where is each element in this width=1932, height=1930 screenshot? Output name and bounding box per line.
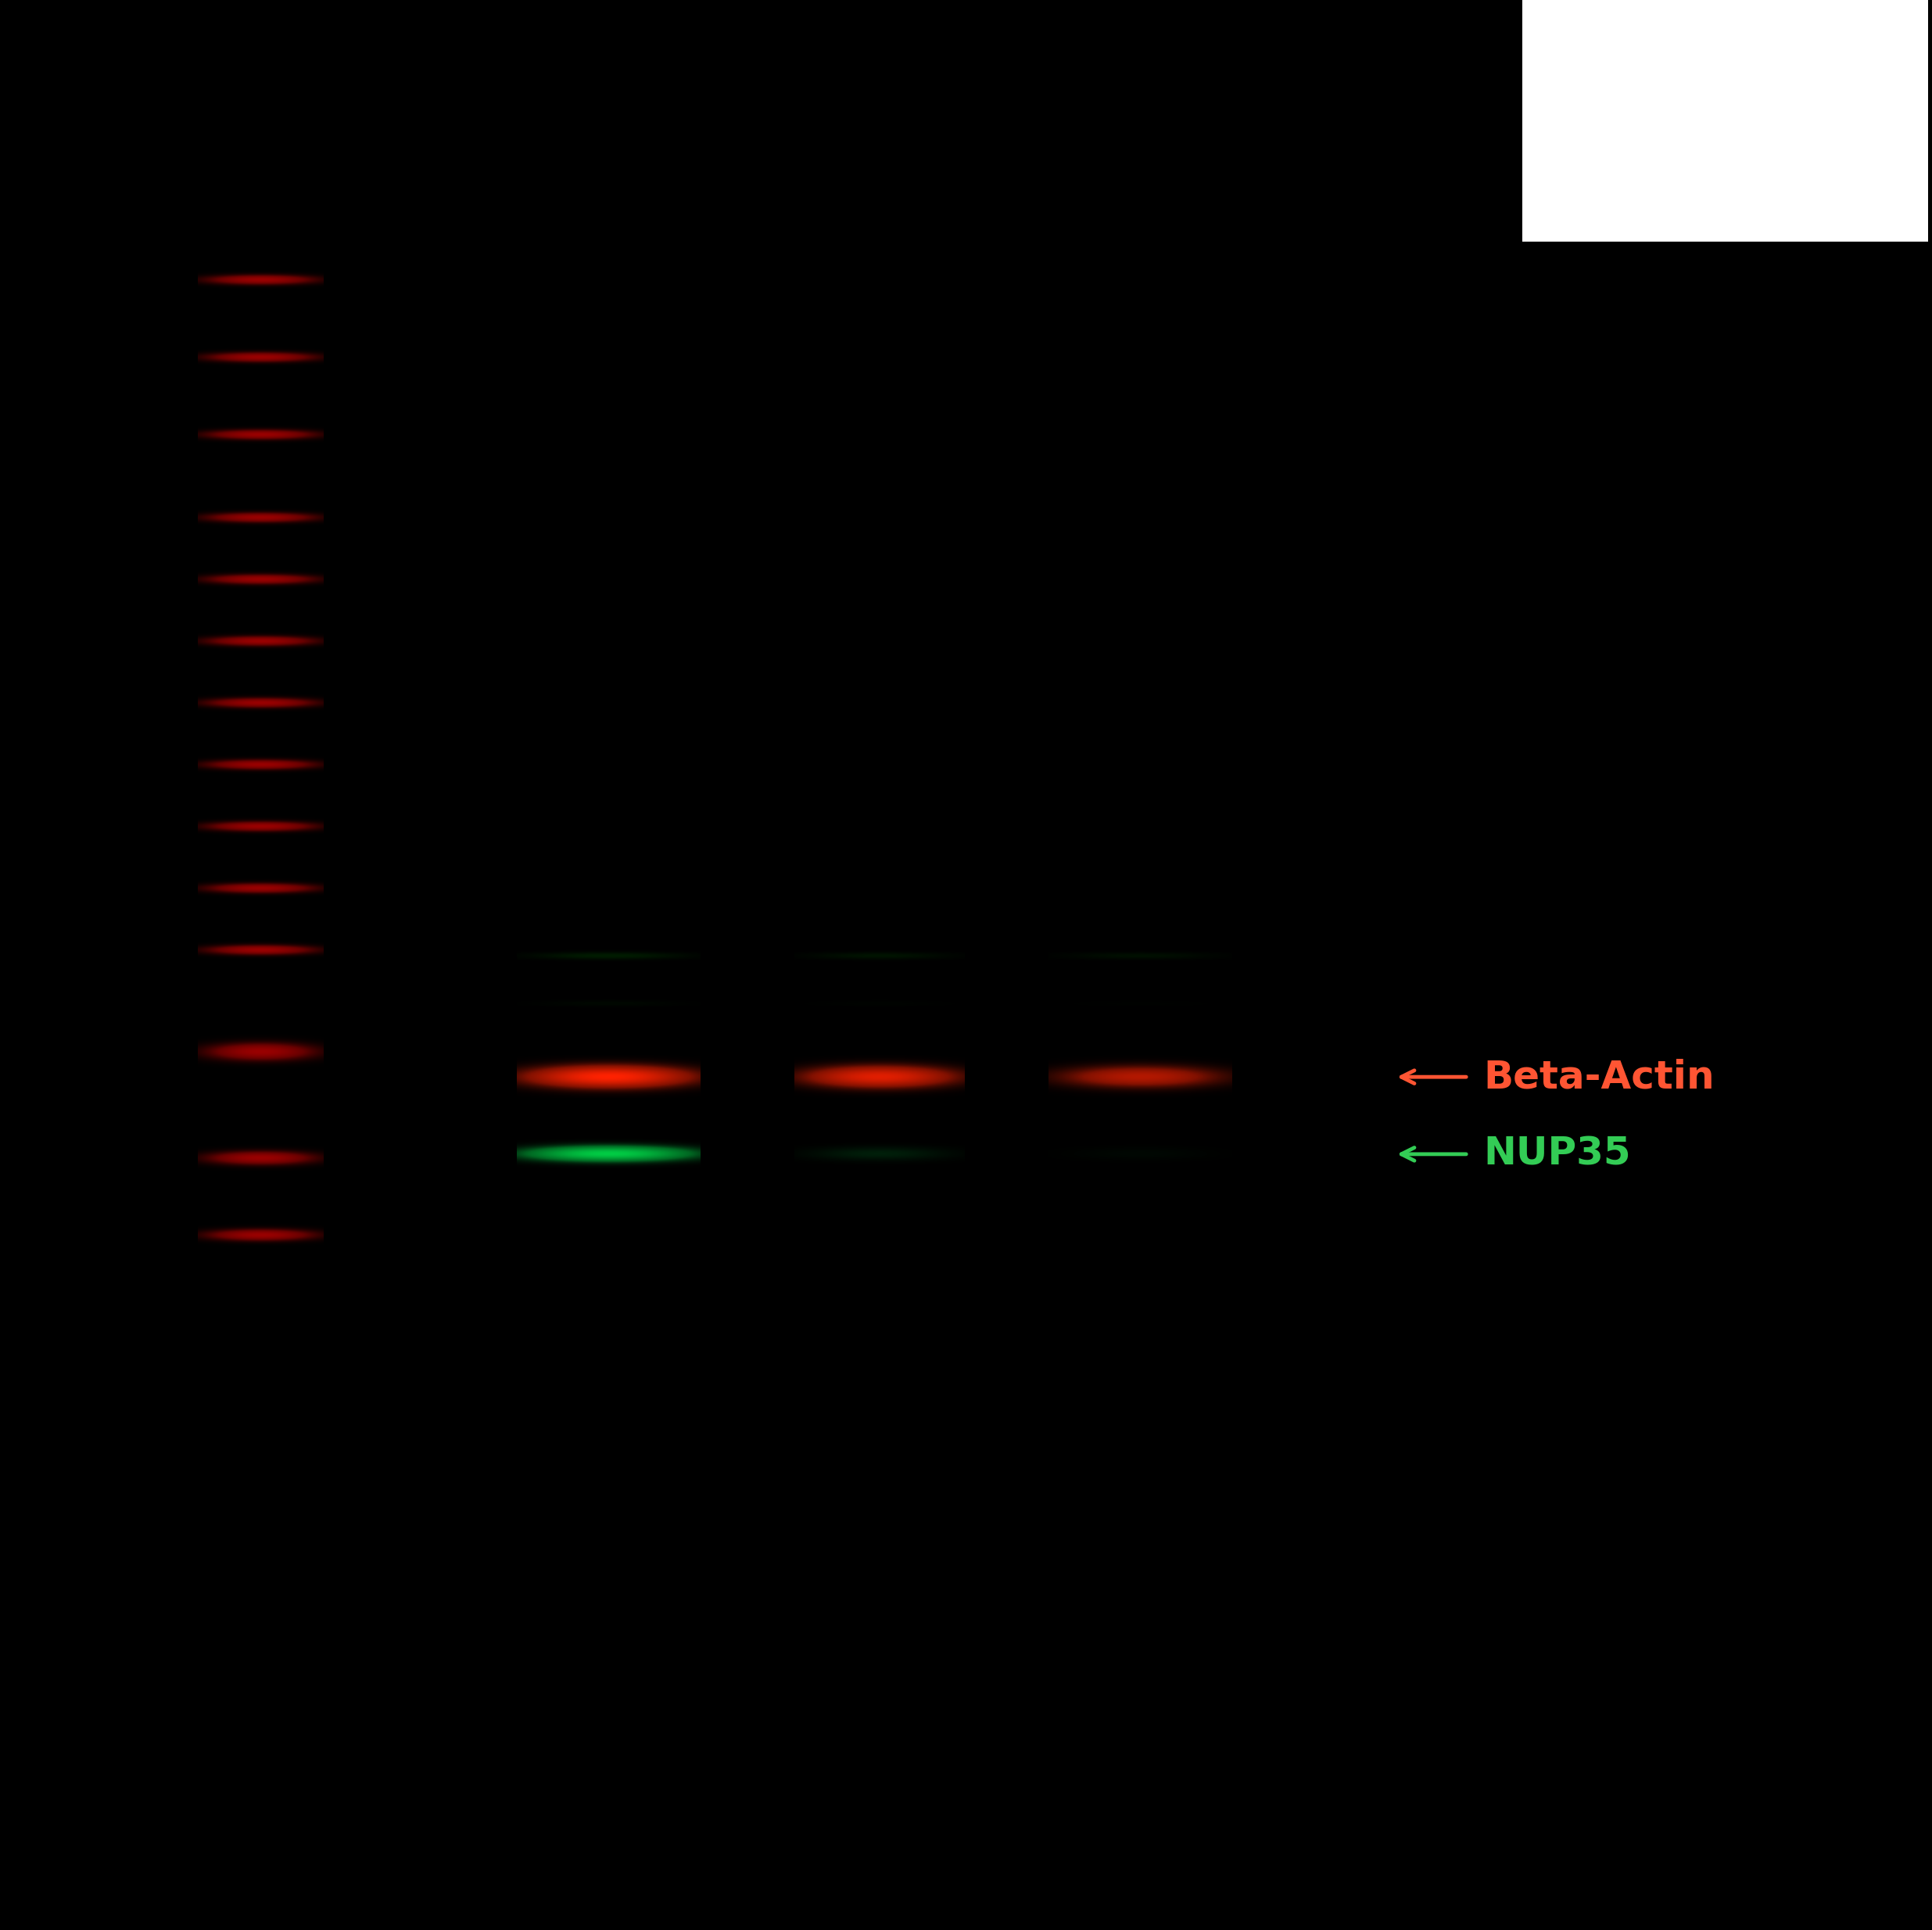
- Text: NUP35: NUP35: [1484, 1135, 1631, 1173]
- Text: Beta-Actin: Beta-Actin: [1484, 1058, 1716, 1096]
- Bar: [1522, 0, 1928, 241]
